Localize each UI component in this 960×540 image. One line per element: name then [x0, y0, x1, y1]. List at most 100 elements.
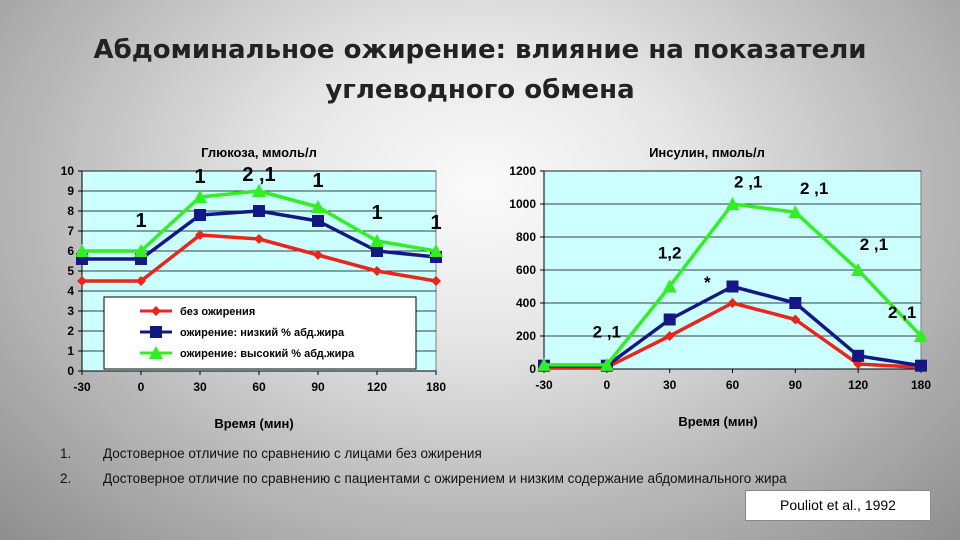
data-point	[253, 205, 265, 217]
footnote-number: 1.	[60, 446, 72, 461]
data-point	[851, 263, 866, 276]
y-tick-label: 8	[67, 204, 74, 218]
data-point	[662, 279, 677, 293]
y-tick-label: 10	[61, 164, 75, 178]
annotation-label: 2 ,1	[800, 179, 828, 198]
footnote-2: 2. Достоверное отличие по сравнению с па…	[60, 469, 820, 488]
x-tick-label: -30	[73, 380, 91, 394]
data-point	[914, 329, 928, 342]
data-point	[371, 245, 383, 257]
y-tick-label: 0	[67, 364, 74, 378]
x-tick-label: 30	[663, 378, 677, 392]
data-point	[193, 190, 207, 203]
y-tick-label: 7	[67, 224, 74, 238]
data-point	[663, 313, 676, 326]
y-tick-label: 5	[67, 264, 74, 278]
title-line-1: Абдоминальное ожирение: влияние на показ…	[93, 35, 867, 65]
annotation-label: 1,2	[658, 243, 682, 262]
x-tick-label: 180	[911, 378, 931, 392]
data-point	[313, 250, 323, 260]
annotation-label: 2 ,1	[242, 164, 275, 186]
legend-swatch-marker	[151, 306, 161, 316]
legend-label: без ожирения	[180, 306, 255, 318]
x-tick-label: 60	[252, 380, 266, 394]
x-tick-label: 120	[848, 378, 868, 392]
data-point	[725, 197, 740, 210]
annotation-label: 2 ,1	[888, 303, 916, 322]
footnote-text: Достоверное отличие по сравнению с лицам…	[103, 446, 482, 461]
annotation-label: 1	[194, 166, 205, 188]
data-point	[599, 357, 614, 371]
data-point	[195, 230, 205, 240]
annotation-label: 1	[430, 212, 441, 234]
data-point	[311, 200, 325, 213]
y-tick-label: 1	[67, 344, 74, 358]
y-tick-label: 600	[516, 263, 536, 277]
chart-title: Инсулин, пмоль/л	[649, 145, 765, 160]
data-point	[664, 331, 675, 341]
data-point	[788, 205, 803, 219]
data-point	[134, 244, 148, 257]
y-tick-label: 6	[67, 244, 74, 258]
data-point	[726, 280, 739, 293]
legend-swatch-marker	[149, 346, 163, 359]
annotation-label: 2 ,1	[593, 323, 621, 342]
y-tick-label: 3	[67, 304, 74, 318]
x-tick-label: -30	[535, 378, 553, 392]
data-point	[77, 276, 87, 286]
reference-box: Pouliot et al., 1992	[745, 490, 931, 521]
footnote-number: 2.	[60, 471, 72, 486]
annotation-label: 1	[135, 210, 146, 232]
x-tick-label: 30	[193, 380, 207, 394]
data-point	[915, 359, 927, 372]
annotation-label: 1	[312, 170, 323, 192]
data-point	[727, 298, 738, 308]
data-point	[372, 266, 382, 276]
data-point	[537, 357, 551, 371]
footnote-text: Достоверное отличие по сравнению с пацие…	[103, 471, 787, 486]
x-tick-label: 90	[789, 378, 803, 392]
data-point	[370, 234, 384, 247]
data-point	[852, 349, 865, 362]
data-point	[429, 244, 443, 257]
footnote-1: 1. Достоверное отличие по сравнению с ли…	[60, 444, 820, 463]
data-point	[252, 184, 266, 197]
x-tick-label: 120	[367, 380, 387, 394]
legend-label: ожирение: высокий % абд.жира	[180, 348, 355, 360]
y-tick-label: 1000	[509, 197, 536, 211]
x-tick-label: 180	[426, 380, 446, 394]
data-point	[75, 244, 89, 257]
footnotes: 1. Достоверное отличие по сравнению с ли…	[60, 444, 820, 494]
data-point	[790, 314, 801, 325]
data-point	[194, 209, 206, 221]
y-tick-label: 2	[67, 324, 74, 338]
y-tick-label: 9	[67, 184, 74, 198]
y-tick-label: 0	[529, 362, 536, 376]
chart-title: Глюкоза, ммоль/л	[201, 145, 317, 160]
data-point	[312, 215, 324, 227]
y-tick-label: 200	[516, 329, 536, 343]
y-tick-label: 800	[516, 230, 536, 244]
data-point	[789, 297, 802, 309]
x-tick-label: 0	[603, 378, 610, 392]
data-point	[136, 276, 146, 286]
legend-swatch-marker	[150, 326, 162, 338]
title-line-2: углеводного обмена	[325, 75, 635, 105]
annotation-label: 2 ,1	[860, 235, 888, 254]
x-tick-label: 90	[311, 380, 325, 394]
annotation-label: *	[704, 273, 711, 292]
y-tick-label: 4	[67, 284, 74, 298]
y-tick-label: 1200	[509, 164, 536, 178]
legend-label: ожирение: низкий % абд.жира	[180, 327, 345, 339]
y-tick-label: 400	[516, 296, 536, 310]
x-tick-label: 0	[138, 380, 145, 394]
data-point	[431, 276, 441, 286]
slide-title: Абдоминальное ожирение: влияние на показ…	[60, 30, 900, 110]
x-tick-label: 60	[726, 378, 740, 392]
data-point	[254, 234, 264, 244]
x-axis-label: Время (мин)	[214, 416, 293, 431]
x-axis-label: Время (мин)	[678, 414, 757, 429]
annotation-label: 1	[371, 202, 382, 224]
annotation-label: 2 ,1	[734, 173, 762, 192]
